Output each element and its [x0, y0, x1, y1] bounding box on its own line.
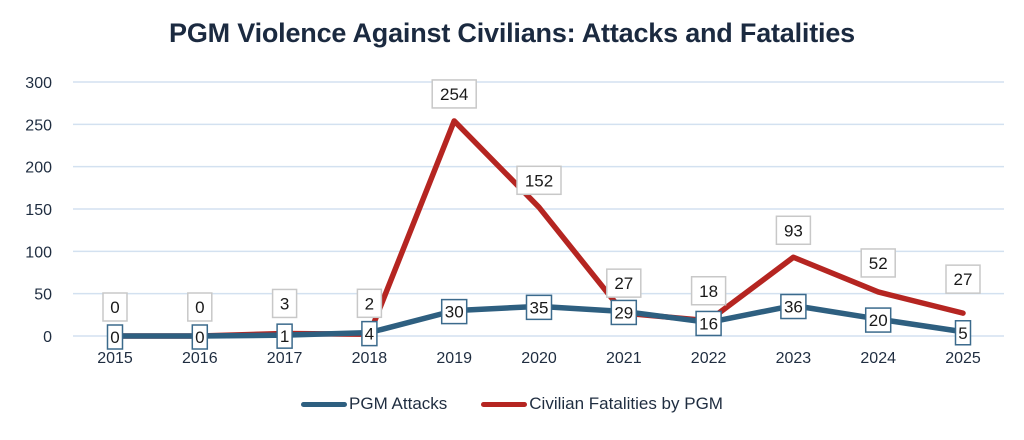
y-tick-label: 100 — [25, 244, 52, 261]
data-label-pgm-attacks: 1 — [276, 323, 293, 349]
x-tick-label: 2022 — [691, 350, 727, 367]
data-label-text: 27 — [954, 270, 973, 289]
legend-swatch-pgm-attacks — [301, 401, 348, 407]
data-labels: 0 0 3 2 254 152 27 18 93 52 27 0 0 1 4 30 35 29 16 36 20 5 — [102, 79, 981, 350]
x-tick-label: 2016 — [182, 350, 218, 367]
legend-swatch-civilian-fatalities — [481, 401, 528, 407]
x-tick-label: 2023 — [776, 350, 812, 367]
data-label-text: 20 — [869, 311, 888, 330]
legend-item-pgm-attacks[interactable]: PGM Attacks — [301, 394, 447, 414]
data-label-pgm-attacks: 36 — [780, 293, 807, 320]
data-label-pgm-attacks: 16 — [695, 310, 722, 337]
data-label-pgm-attacks: 30 — [440, 298, 468, 325]
data-label-civilian-fatalities: 18 — [690, 276, 727, 306]
data-label-civilian-fatalities: 3 — [271, 288, 298, 319]
data-label-civilian-fatalities: 254 — [431, 79, 477, 109]
data-label-pgm-attacks: 4 — [361, 320, 378, 347]
data-label-civilian-fatalities: 0 — [102, 292, 128, 322]
legend-label-civilian-fatalities: Civilian Fatalities by PGM — [529, 394, 723, 413]
data-label-text: 0 — [195, 328, 204, 347]
data-label-box — [356, 288, 383, 319]
data-label-text: 30 — [445, 303, 464, 322]
data-label-box — [276, 323, 293, 349]
y-tick-label: 150 — [25, 202, 52, 219]
data-label-text: 16 — [699, 314, 718, 333]
data-label-box — [516, 165, 562, 196]
data-label-box — [775, 215, 812, 246]
data-label-pgm-attacks: 0 — [106, 324, 124, 350]
data-label-civilian-fatalities: 52 — [860, 248, 896, 278]
data-label-text: 254 — [440, 85, 468, 104]
y-tick-label: 50 — [34, 287, 52, 304]
data-label-text: 18 — [699, 282, 718, 301]
data-label-box — [271, 288, 298, 319]
data-label-box — [610, 299, 638, 326]
data-label-pgm-attacks: 20 — [864, 307, 892, 333]
data-label-text: 2 — [365, 294, 374, 313]
data-label-text: 52 — [869, 254, 888, 273]
data-label-box — [780, 293, 807, 320]
y-tick-label: 0 — [43, 329, 52, 346]
data-label-box — [191, 324, 209, 350]
data-label-text: 1 — [280, 327, 289, 346]
data-label-civilian-fatalities: 2 — [356, 288, 383, 319]
x-tick-label: 2024 — [860, 350, 896, 367]
data-label-box — [690, 276, 727, 306]
y-tick-label: 300 — [25, 75, 52, 92]
y-tick-label: 250 — [25, 117, 52, 134]
x-tick-label: 2020 — [521, 350, 557, 367]
data-label-text: 27 — [614, 274, 633, 293]
data-label-box — [864, 307, 892, 333]
chart-title: PGM Violence Against Civilians: Attacks … — [169, 18, 855, 48]
data-label-civilian-fatalities: 0 — [187, 292, 213, 322]
data-label-box — [187, 292, 213, 322]
data-label-civilian-fatalities: 27 — [945, 264, 981, 294]
legend-label-pgm-attacks: PGM Attacks — [349, 394, 448, 413]
x-tick-label: 2015 — [97, 350, 133, 367]
data-label-text: 0 — [110, 298, 119, 317]
y-axis-ticks: 0 50 100 150 200 250 300 — [25, 75, 52, 346]
data-label-box — [525, 294, 553, 321]
data-label-pgm-attacks: 0 — [191, 324, 209, 350]
data-label-pgm-attacks: 5 — [954, 320, 972, 346]
data-label-text: 0 — [195, 298, 204, 317]
data-label-box — [431, 79, 477, 109]
data-label-box — [954, 320, 972, 346]
data-label-box — [945, 264, 981, 294]
x-tick-label: 2021 — [606, 350, 642, 367]
data-label-civilian-fatalities: 93 — [775, 215, 812, 246]
data-label-pgm-attacks: 35 — [525, 294, 553, 321]
legend-item-civilian-fatalities[interactable]: Civilian Fatalities by PGM — [481, 394, 723, 414]
x-tick-label: 2017 — [267, 350, 303, 367]
data-label-box — [440, 298, 468, 325]
data-label-box — [860, 248, 896, 278]
x-tick-label: 2025 — [945, 350, 981, 367]
data-label-text: 0 — [110, 328, 119, 347]
data-label-text: 4 — [365, 325, 374, 344]
data-label-text: 3 — [280, 294, 289, 313]
data-label-box — [102, 292, 128, 322]
data-label-pgm-attacks: 29 — [610, 299, 638, 326]
legend: PGM Attacks Civilian Fatalities by PGM — [0, 394, 1024, 414]
data-label-box — [695, 310, 722, 337]
data-label-text: 36 — [784, 298, 803, 317]
data-label-text: 35 — [530, 298, 549, 317]
y-tick-label: 200 — [25, 160, 52, 177]
data-label-civilian-fatalities: 152 — [516, 165, 562, 196]
x-axis-ticks: 2015 2016 2017 2018 2019 2020 2021 2022 2023 2024… — [97, 350, 981, 367]
data-label-text: 5 — [958, 324, 967, 343]
x-tick-label: 2019 — [436, 350, 472, 367]
data-label-box — [606, 268, 642, 298]
data-label-text: 29 — [614, 303, 633, 322]
data-label-text: 152 — [525, 171, 553, 190]
x-tick-label: 2018 — [352, 350, 388, 367]
data-label-box — [106, 324, 124, 350]
data-label-box — [361, 320, 378, 347]
data-label-civilian-fatalities: 27 — [606, 268, 642, 298]
data-label-text: 93 — [784, 221, 803, 240]
